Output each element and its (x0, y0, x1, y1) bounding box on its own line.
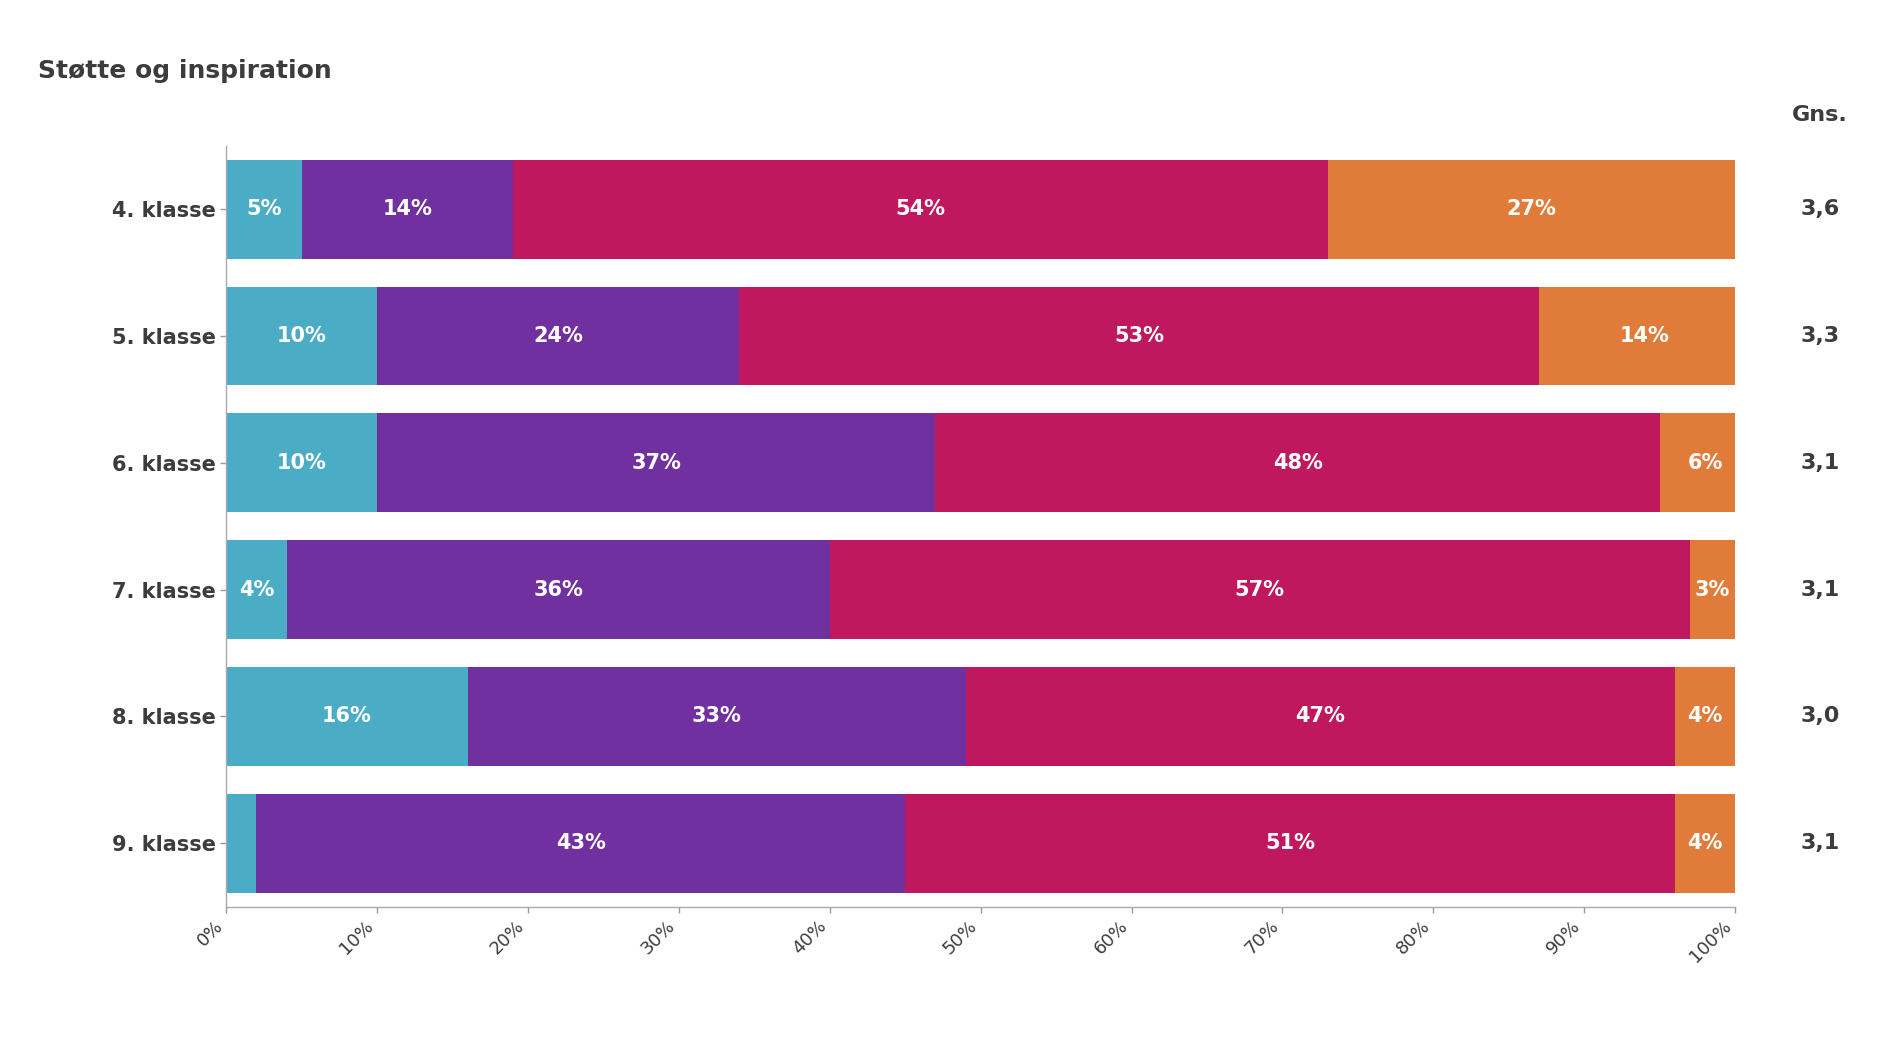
Text: 6%: 6% (1688, 453, 1722, 473)
Text: 47%: 47% (1296, 706, 1345, 726)
Text: 4%: 4% (240, 579, 273, 599)
Text: 3,6: 3,6 (1801, 199, 1839, 219)
Text: 36%: 36% (534, 579, 583, 599)
Text: Støtte og inspiration: Støtte og inspiration (38, 59, 332, 83)
Bar (905, 794, 1675, 893)
Text: 48%: 48% (1273, 453, 1322, 473)
Text: 3%: 3% (1696, 579, 1729, 599)
Text: 5%: 5% (247, 199, 281, 219)
Bar (226, 667, 468, 766)
Bar (966, 667, 1675, 766)
Bar (830, 540, 1690, 639)
Bar (226, 287, 377, 386)
Text: 14%: 14% (383, 199, 432, 219)
Bar (1675, 794, 1735, 893)
Bar (226, 540, 287, 639)
Text: 10%: 10% (277, 326, 326, 346)
Text: 53%: 53% (1115, 326, 1164, 346)
Text: 33%: 33% (692, 706, 741, 726)
Bar (935, 414, 1660, 513)
Text: 3,1: 3,1 (1801, 834, 1839, 853)
Bar (739, 287, 1539, 386)
Bar (1328, 159, 1735, 258)
Text: 27%: 27% (1507, 199, 1556, 219)
Text: 3,3: 3,3 (1801, 326, 1839, 346)
Text: 16%: 16% (323, 706, 372, 726)
Bar (226, 794, 256, 893)
Bar (256, 794, 905, 893)
Text: 3,1: 3,1 (1801, 453, 1839, 473)
Bar (1660, 414, 1750, 513)
Bar (377, 287, 739, 386)
Bar (1675, 667, 1735, 766)
Text: 14%: 14% (1620, 326, 1669, 346)
Bar (468, 667, 966, 766)
Text: 10%: 10% (277, 453, 326, 473)
Text: 51%: 51% (1266, 834, 1315, 853)
Bar (513, 159, 1328, 258)
Text: 57%: 57% (1235, 579, 1284, 599)
Bar (302, 159, 513, 258)
Bar (1539, 287, 1750, 386)
Bar (226, 414, 377, 513)
Text: 54%: 54% (896, 199, 945, 219)
Text: 43%: 43% (556, 834, 605, 853)
Text: 3,0: 3,0 (1801, 706, 1839, 726)
Text: Gns.: Gns. (1792, 105, 1848, 125)
Text: 24%: 24% (534, 326, 583, 346)
Bar (226, 159, 302, 258)
Text: 4%: 4% (1688, 834, 1722, 853)
Bar (1690, 540, 1735, 639)
Text: 4%: 4% (1688, 706, 1722, 726)
Bar (377, 414, 935, 513)
Text: 3,1: 3,1 (1801, 579, 1839, 599)
Bar (287, 540, 830, 639)
Text: 37%: 37% (632, 453, 681, 473)
